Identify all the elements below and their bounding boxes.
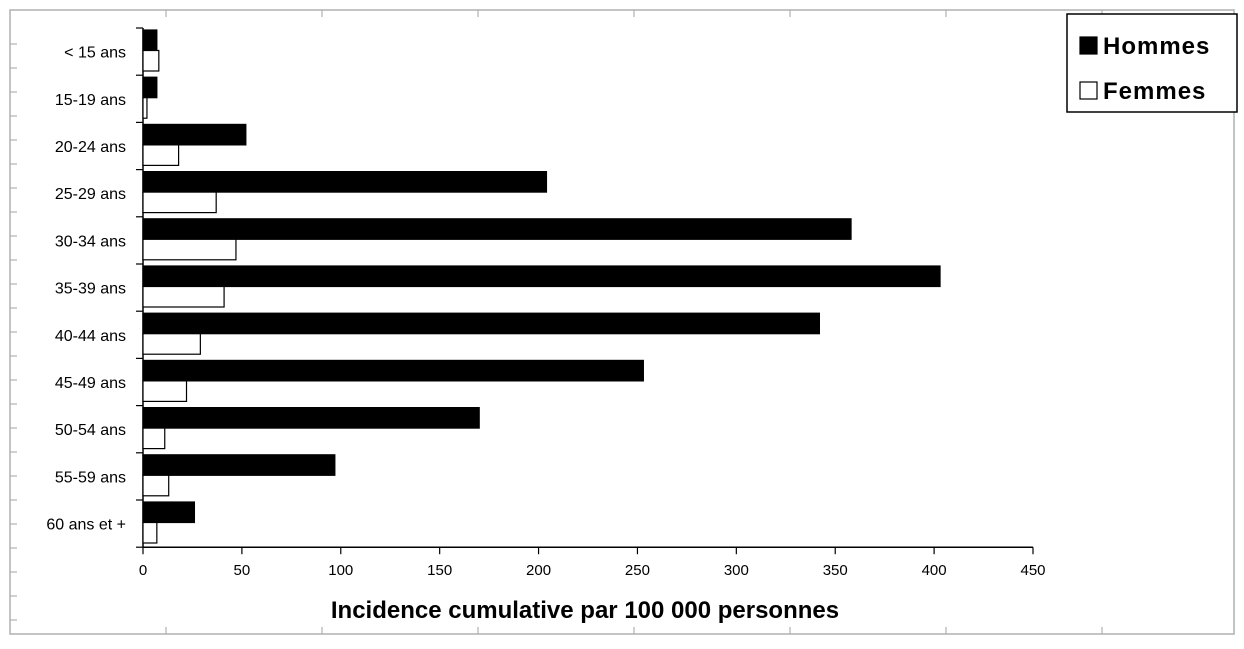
x-tick-label: 300 [724,562,749,579]
x-tick-label: 100 [328,562,353,579]
legend-label-hommes: Hommes [1103,33,1210,60]
category-label: 55-59 ans [55,469,126,486]
x-axis: 0 50 100 150 200 250 300 350 400 450 [139,547,1046,579]
bar-femmes [143,145,179,166]
bar-hommes [143,172,546,193]
x-tick-label: 250 [625,562,650,579]
category-label: 40-44 ans [55,328,126,345]
x-tick-label: 450 [1020,562,1045,579]
legend-swatch-femmes [1080,82,1097,99]
bar-femmes [143,475,169,496]
bar-femmes [143,51,159,72]
bar-femmes [143,287,224,308]
bar-femmes [143,381,187,402]
category-label: 45-49 ans [55,375,126,392]
x-tick-label: 400 [922,562,947,579]
bar-hommes [143,360,643,381]
bar-femmes [143,192,216,213]
bar-hommes [143,219,851,240]
bar-hommes [143,455,335,476]
legend-swatch-hommes [1080,37,1097,54]
x-axis-title: Incidence cumulative par 100 000 personn… [331,597,839,624]
x-tick-label: 50 [234,562,251,579]
category-label: 50-54 ans [55,422,126,439]
category-label: < 15 ans [64,45,126,62]
x-tick-label: 200 [526,562,551,579]
bar-femmes [143,428,165,449]
category-label: 25-29 ans [55,186,126,203]
bar-hommes [143,124,246,144]
bars [143,30,940,543]
bar-hommes [143,30,157,51]
bar-hommes [143,313,819,334]
category-label: 30-34 ans [55,233,126,250]
bar-hommes [143,408,479,429]
bar-hommes [143,77,157,98]
x-tick-label: 150 [427,562,452,579]
x-tick-label: 0 [139,562,147,579]
legend: Hommes Femmes [1067,14,1237,112]
legend-label-femmes: Femmes [1103,78,1206,105]
x-tick-label: 350 [823,562,848,579]
bar-femmes [143,334,200,355]
bar-hommes [143,502,194,523]
bar-hommes [143,266,940,287]
category-label: 35-39 ans [55,281,126,298]
category-label: 60 ans et + [46,517,126,534]
bar-femmes [143,523,157,544]
y-axis: < 15 ans 15-19 ans 20-24 ans 25-29 ans 30-34… [46,28,143,547]
bar-femmes [143,239,236,259]
bar-femmes [143,98,147,119]
category-label: 20-24 ans [55,139,126,156]
category-label: 15-19 ans [55,92,126,109]
